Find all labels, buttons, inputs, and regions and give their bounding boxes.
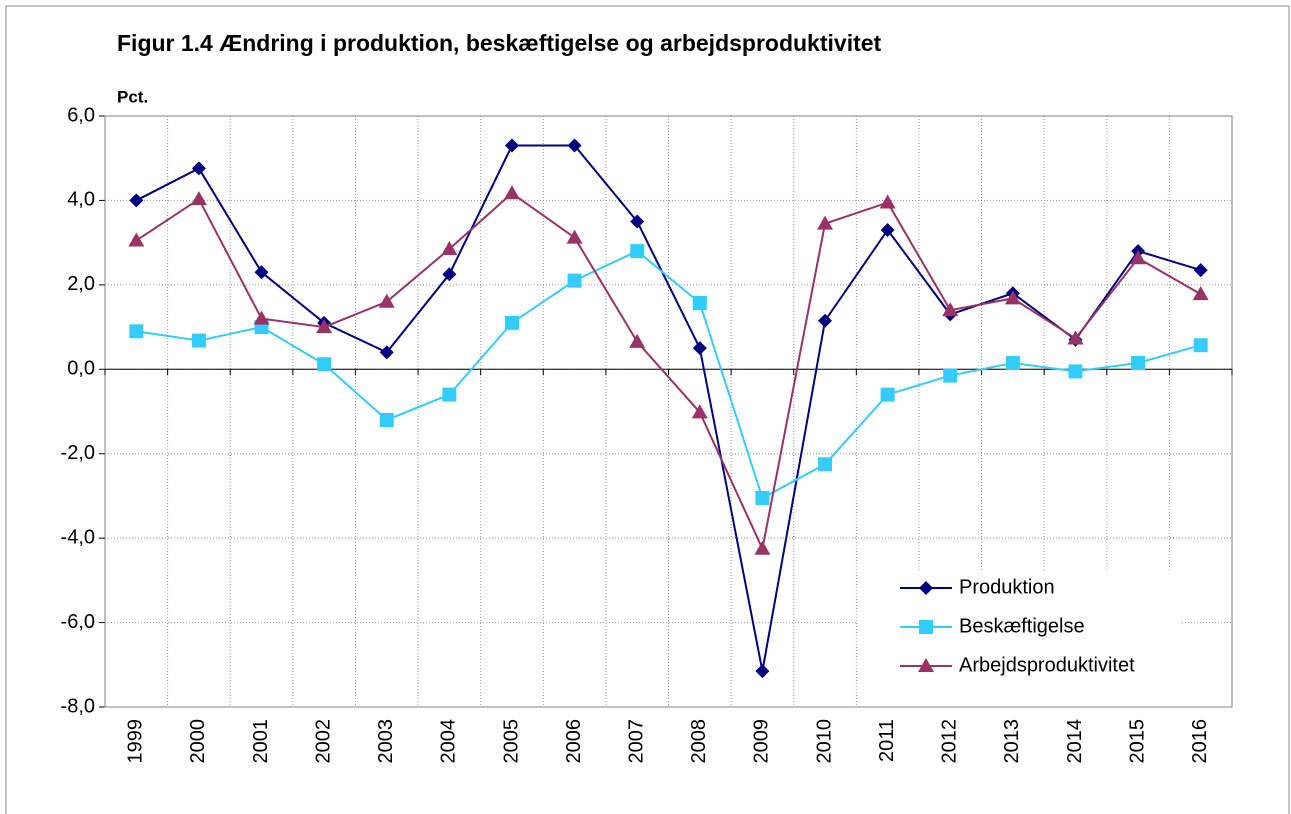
marker [629,333,646,348]
plot-border [104,115,1233,708]
x-tick-label: 1999 [125,719,147,764]
marker [1068,364,1083,379]
x-tick-label: 2014 [1064,719,1086,764]
marker [1193,263,1208,278]
x-tick-label: 2010 [813,719,835,764]
marker [754,540,771,555]
marker [630,214,645,229]
marker [1131,355,1146,370]
marker [442,267,457,282]
legend-label: Produktion [959,576,1055,598]
series-line [135,191,1202,552]
marker [919,581,933,595]
legend-label: Arbejdsproduktivitet [959,654,1135,676]
marker [567,138,582,153]
marker [128,232,145,247]
series-line [135,144,1201,672]
marker [567,273,582,288]
x-tick-label: 2012 [939,719,961,764]
marker [129,324,144,339]
marker [919,620,933,634]
marker [190,191,207,206]
marker [566,229,583,244]
y-tick-label: 4,0 [67,189,95,211]
x-tick-label: 2004 [438,719,460,764]
x-tick-label: 2007 [625,719,647,764]
marker [253,310,270,325]
marker [692,296,707,311]
y-tick-label: -4,0 [61,526,95,548]
x-tick-label: 2006 [563,719,585,764]
x-tick-label: 2003 [375,719,397,764]
marker [504,138,519,153]
x-tick-label: 2000 [187,719,209,764]
x-tick-label: 2009 [751,719,773,764]
x-tick-label: 2015 [1126,719,1148,764]
marker [1193,338,1208,353]
marker [317,357,332,372]
marker [191,161,206,176]
x-tick-label: 2013 [1001,719,1023,764]
marker [817,215,834,230]
y-tick-label: -8,0 [61,695,95,717]
y-tick-label: -6,0 [61,611,95,633]
marker [379,412,394,427]
marker [818,313,833,328]
y-axis-label: Pct. [117,87,148,106]
marker [691,404,708,419]
x-tick-label: 2005 [500,719,522,764]
x-tick-label: 2016 [1189,719,1211,764]
marker [316,319,333,334]
marker [254,265,269,280]
marker [503,185,520,200]
marker [943,368,958,383]
marker [818,457,833,472]
y-tick-label: -2,0 [61,442,95,464]
marker [1067,330,1084,345]
series-line [136,249,1201,500]
marker [1192,286,1209,301]
marker [129,193,144,208]
marker [630,244,645,259]
marker [879,194,896,209]
legend-box [857,570,1182,706]
marker [504,315,519,330]
marker [880,222,895,237]
marker [692,341,707,356]
y-tick-label: 6,0 [67,104,95,126]
marker [755,491,770,506]
legend-label: Beskæftigelse [959,615,1085,637]
y-tick-label: 0,0 [67,358,95,380]
marker [379,345,394,360]
marker [1130,250,1147,265]
marker [1004,290,1021,305]
y-tick-label: 2,0 [67,273,95,295]
x-tick-label: 2011 [876,719,898,762]
marker [1005,355,1020,370]
x-tick-label: 2002 [312,719,334,764]
marker [441,240,458,255]
x-tick-label: 2008 [688,719,710,764]
marker [442,387,457,402]
marker [880,387,895,402]
marker [918,658,934,672]
marker [755,664,770,679]
marker [942,302,959,317]
marker [191,333,206,348]
x-tick-label: 2001 [250,719,272,764]
chart-title: Figur 1.4 Ændring i produktion, beskæfti… [117,30,882,56]
marker [378,293,395,308]
